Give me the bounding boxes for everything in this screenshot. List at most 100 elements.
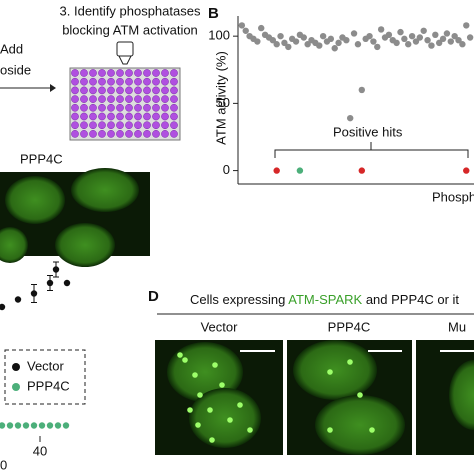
well xyxy=(134,69,142,77)
well xyxy=(125,95,133,103)
well xyxy=(134,130,142,138)
well xyxy=(161,95,169,103)
panel-title: Cells expressing ATM-SPARK and PPP4C or … xyxy=(190,292,459,307)
focus xyxy=(192,372,198,378)
well xyxy=(152,112,160,121)
well xyxy=(116,121,124,130)
point xyxy=(327,35,335,43)
legend-label: PPP4C xyxy=(27,378,70,393)
point xyxy=(46,279,54,287)
column-label: Vector xyxy=(201,319,239,334)
left-text: oside xyxy=(0,62,31,77)
point xyxy=(416,34,424,41)
well xyxy=(170,103,178,112)
point xyxy=(304,41,311,48)
point xyxy=(46,422,54,429)
y-tick-label: 0 xyxy=(223,162,230,177)
point xyxy=(273,167,280,174)
x-axis-label: Phosph xyxy=(432,189,474,204)
well xyxy=(134,121,142,130)
well xyxy=(107,112,115,121)
well xyxy=(89,112,97,121)
micrograph xyxy=(0,168,150,267)
point xyxy=(296,167,304,174)
point xyxy=(420,27,427,34)
well xyxy=(98,130,106,138)
well xyxy=(116,103,124,112)
focus xyxy=(207,407,213,413)
well xyxy=(152,95,160,103)
well xyxy=(170,77,178,86)
point xyxy=(14,296,22,303)
point xyxy=(447,38,454,45)
arrow xyxy=(0,84,56,92)
column-label: Mu xyxy=(448,319,466,334)
column-label: PPP4C xyxy=(328,319,371,334)
point xyxy=(30,422,38,429)
point xyxy=(428,42,435,49)
well xyxy=(125,112,133,121)
focus xyxy=(327,369,333,375)
image-label: PPP4C xyxy=(20,151,63,166)
point xyxy=(463,22,470,29)
well xyxy=(89,69,97,77)
focus xyxy=(227,417,233,423)
panel-letter: B xyxy=(208,5,219,22)
legend-label: Vector xyxy=(27,358,65,373)
well xyxy=(80,130,88,138)
micrograph xyxy=(155,340,474,455)
well xyxy=(98,121,106,130)
well xyxy=(116,95,124,103)
point xyxy=(451,32,458,40)
step-subtitle: blocking ATM activation xyxy=(62,22,198,37)
well xyxy=(80,77,88,86)
point xyxy=(335,39,342,47)
well xyxy=(143,95,151,103)
well xyxy=(161,103,169,112)
legend-marker xyxy=(12,383,20,391)
point xyxy=(435,39,443,47)
well xyxy=(89,121,97,130)
point xyxy=(242,27,249,34)
point xyxy=(455,36,462,44)
well xyxy=(71,95,79,103)
point xyxy=(463,167,470,174)
well xyxy=(161,77,169,86)
well xyxy=(80,103,88,112)
well xyxy=(134,77,142,86)
point xyxy=(52,266,60,273)
point xyxy=(22,422,30,429)
point xyxy=(269,36,277,44)
left-text: Add xyxy=(0,41,23,56)
point xyxy=(54,422,62,429)
title-part: ATM-SPARK xyxy=(288,292,362,307)
well xyxy=(143,77,151,86)
well xyxy=(107,130,115,138)
point xyxy=(346,114,354,122)
point xyxy=(273,41,280,48)
legend-box xyxy=(4,349,86,405)
well xyxy=(107,103,115,112)
focus xyxy=(212,362,218,368)
point xyxy=(281,39,288,47)
well xyxy=(161,121,169,130)
well xyxy=(125,69,133,77)
point xyxy=(277,32,284,40)
annotation: Positive hits xyxy=(333,124,403,139)
well xyxy=(98,95,106,103)
well xyxy=(125,103,133,112)
well xyxy=(98,77,106,86)
focus xyxy=(347,359,353,365)
title-part: Cells expressing xyxy=(190,292,288,307)
focus xyxy=(195,422,201,428)
point xyxy=(385,31,393,39)
clipped-label: 0 xyxy=(0,457,7,472)
point xyxy=(397,28,404,36)
well xyxy=(143,103,151,112)
well xyxy=(116,77,124,86)
point xyxy=(366,32,373,40)
well xyxy=(170,130,178,138)
point xyxy=(358,167,366,174)
point xyxy=(374,43,381,51)
well xyxy=(98,112,106,121)
